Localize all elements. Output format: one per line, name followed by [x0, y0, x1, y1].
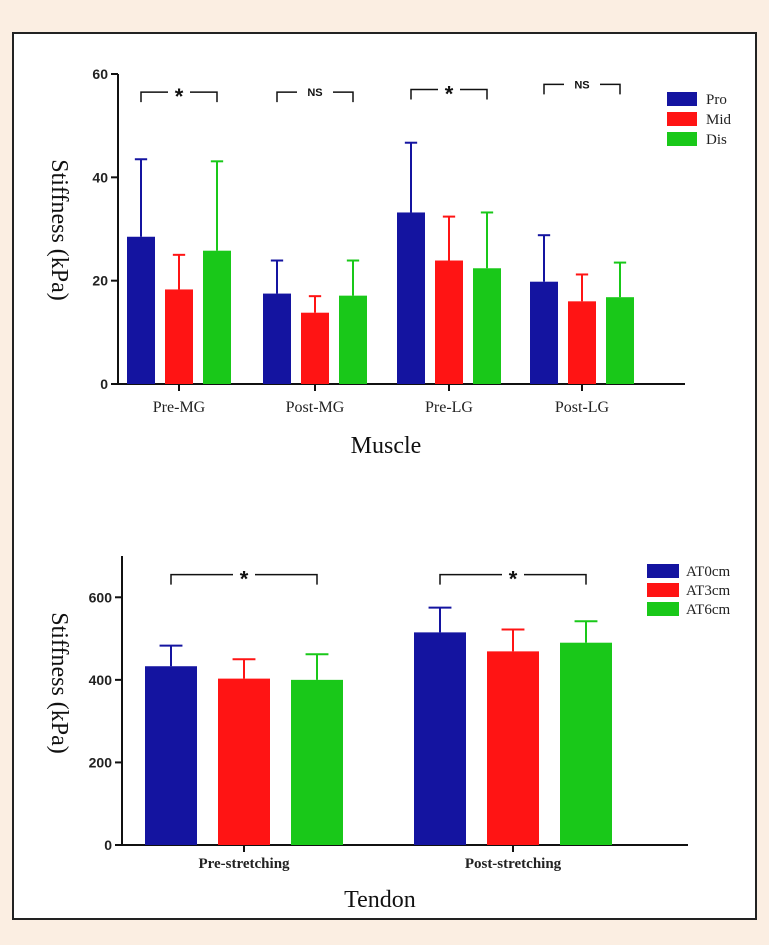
significance-ns: NS: [307, 87, 322, 99]
bar-dis: [339, 295, 367, 384]
significance-bracket: [410, 88, 488, 100]
legend-swatch: [647, 564, 679, 578]
bar-dis: [203, 250, 231, 384]
muscle-stiffness-chart: 0 20 40 60 Pre-MG * Post-MG NS Pre-LG * Post-LG NS S…: [46, 66, 732, 459]
bar-pro: [530, 281, 558, 384]
legend-swatch: [647, 583, 679, 597]
x-tick-label: Post-LG: [555, 399, 610, 416]
bar-at0cm: [145, 666, 197, 845]
bar-pro: [263, 293, 291, 384]
bar-mid: [165, 289, 193, 384]
y-tick-label: 40: [92, 169, 108, 185]
bar-at6cm: [560, 642, 612, 845]
significance-ns: NS: [574, 79, 589, 91]
significance-star: *: [240, 567, 249, 592]
x-tick-label: Pre-LG: [425, 399, 473, 416]
significance-star: *: [509, 567, 518, 592]
significance-star: *: [175, 84, 184, 109]
bar-pro: [397, 212, 425, 384]
legend-label: Pro: [706, 92, 727, 108]
legend-swatch: [647, 602, 679, 616]
significance-bracket: [543, 83, 621, 95]
significance-bracket: [140, 91, 218, 103]
y-tick-label: 0: [104, 837, 112, 853]
significance-bracket: [170, 573, 318, 585]
significance-bracket: [276, 91, 354, 103]
x-axis-title: Tendon: [344, 887, 416, 913]
y-tick-label: 0: [100, 376, 108, 392]
significance-star: *: [445, 82, 454, 107]
bar-at0cm: [414, 632, 466, 845]
legend-label: AT6cm: [686, 602, 730, 618]
x-tick-label: Pre-stretching: [198, 856, 290, 872]
bar-mid: [435, 260, 463, 384]
legend-label: AT3cm: [686, 583, 730, 599]
y-axis-title: Stiffness (kPa): [46, 159, 72, 301]
bar-at3cm: [487, 651, 539, 845]
legend-label: Mid: [706, 112, 732, 128]
bar-dis: [606, 297, 634, 384]
bar-pro: [127, 236, 155, 384]
bar-at3cm: [218, 678, 270, 845]
x-tick-label: Post-MG: [286, 399, 345, 416]
bar-mid: [568, 301, 596, 384]
legend-label: AT0cm: [686, 564, 730, 580]
bar-at6cm: [291, 679, 343, 845]
legend-swatch: [667, 132, 697, 146]
x-axis-title: Muscle: [351, 433, 422, 459]
y-tick-label: 400: [89, 672, 113, 688]
y-tick-label: 600: [89, 589, 113, 605]
y-tick-label: 60: [92, 66, 108, 82]
y-tick-label: 200: [89, 754, 113, 770]
figure-frame: [12, 32, 757, 920]
legend-swatch: [667, 92, 697, 106]
y-tick-label: 20: [92, 273, 108, 289]
bar-mid: [301, 312, 329, 384]
x-tick-label: Post-stretching: [465, 856, 562, 872]
x-tick-label: Pre-MG: [153, 399, 206, 416]
y-axis-title: Stiffness (kPa): [46, 612, 72, 754]
bar-dis: [473, 268, 501, 384]
legend-swatch: [667, 112, 697, 126]
legend-label: Dis: [706, 132, 727, 148]
tendon-stiffness-chart: 0 200 400 600 Pre-stretching * Post-stretching…: [46, 556, 730, 913]
significance-bracket: [439, 573, 587, 585]
